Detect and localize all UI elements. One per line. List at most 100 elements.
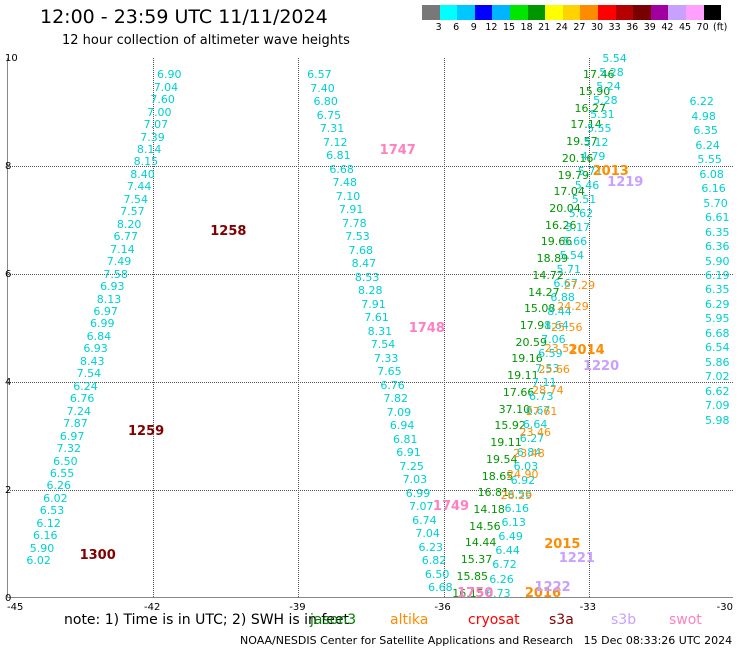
- wave-height-value: 19.11: [507, 369, 539, 383]
- wave-height-value: 6.53: [39, 504, 65, 518]
- wave-height-value: 7.03: [402, 473, 428, 487]
- wave-height-value: 6.26: [46, 479, 71, 493]
- wave-height-value: 7.48: [332, 176, 358, 190]
- wave-height-value: 17.91: [519, 319, 552, 333]
- pass-number-label: 1222: [534, 580, 571, 596]
- wave-height-value: 8.15: [133, 155, 159, 169]
- legend-label: 15: [502, 22, 516, 33]
- wave-height-value: 6.76: [380, 378, 405, 392]
- legend-swatch: [615, 5, 634, 20]
- wave-height-value: 16.81: [477, 486, 510, 500]
- wave-height-value: 8.47: [351, 257, 377, 271]
- wave-height-value: 5.46: [574, 178, 600, 192]
- legend-label: 3: [435, 22, 442, 33]
- wave-height-value: 6.44: [495, 544, 520, 558]
- wave-height-value: 7.91: [361, 297, 386, 311]
- wave-height-value: 6.93: [83, 342, 108, 356]
- wave-height-value: 7.10: [335, 189, 361, 203]
- wave-height-value: 6.13: [501, 516, 526, 530]
- wave-height-value: 23.51: [544, 341, 577, 355]
- wave-height-value: 5.24: [596, 80, 621, 94]
- wave-height-value: 7.57: [120, 205, 145, 219]
- wave-height-value: 6.64: [522, 417, 548, 431]
- wave-height-value: 6.12: [36, 516, 61, 530]
- wave-height-value: 7.58: [103, 267, 128, 281]
- wave-height-value: 18.65: [481, 469, 514, 483]
- wave-height-value: 6.93: [100, 280, 125, 294]
- wave-height-value: 27.29: [563, 278, 596, 292]
- wave-height-value: 8.20: [116, 217, 142, 231]
- wave-height-value: 5.62: [568, 206, 594, 220]
- footnote: note: 1) Time is in UTC; 2) SWH is in fe…: [64, 612, 350, 628]
- wave-height-value: 7.87: [63, 417, 88, 431]
- legend-swatch: [668, 5, 686, 20]
- wave-height-value: 6.35: [693, 124, 718, 138]
- wave-height-value: 5.98: [705, 413, 730, 427]
- legend-swatch: [527, 5, 546, 20]
- wave-height-value: 6.82: [421, 554, 447, 568]
- wave-height-value: 6.08: [699, 167, 724, 181]
- wave-height-value: 23.48: [513, 447, 545, 461]
- x-tick-label: -42: [144, 602, 161, 613]
- wave-height-value: 7.02: [705, 370, 730, 384]
- pass-number-label: 2015: [544, 537, 581, 552]
- wave-height-value: 5.17: [565, 220, 591, 234]
- wave-height-value: 6.50: [53, 454, 78, 468]
- wave-height-value: 6.22: [689, 95, 714, 109]
- wave-height-value: 8.53: [354, 270, 380, 284]
- grid-line-lon: [588, 58, 590, 597]
- grid-line-lat: [8, 382, 733, 383]
- pass-number-label: 2013: [592, 164, 629, 180]
- wave-height-value: 7.33: [373, 351, 399, 365]
- wave-height-value: 6.02: [26, 554, 51, 568]
- wave-height-value: 7.04: [153, 80, 179, 94]
- wave-height-value: 18.89: [536, 252, 569, 266]
- wave-height-value: 6.35: [705, 283, 730, 297]
- map-plot-area: [7, 58, 733, 598]
- wave-height-value: 6.16: [33, 529, 58, 543]
- wave-height-value: 6.68: [428, 581, 453, 595]
- wave-height-value: 7.31: [319, 122, 345, 136]
- wave-height-value: 7.11: [532, 375, 557, 389]
- wave-height-value: 6.54: [705, 341, 730, 355]
- wave-height-value: 20.16: [561, 151, 594, 165]
- wave-height-value: 8.31: [367, 324, 393, 338]
- wave-height-value: 7.04: [415, 527, 440, 541]
- wave-height-value: 14.72: [532, 268, 564, 282]
- wave-height-value: 4.98: [691, 109, 716, 123]
- wave-height-value: 5.71: [577, 164, 603, 178]
- wave-height-value: 7.40: [310, 81, 335, 95]
- wave-height-value: 6.73: [528, 389, 554, 403]
- wave-height-value: 6.24: [73, 379, 98, 393]
- wave-height-value: 7.07: [408, 500, 434, 514]
- wave-height-value: 5.31: [590, 108, 615, 122]
- wave-height-value: 6.03: [513, 459, 539, 473]
- wave-height-value: 7.06: [541, 333, 566, 347]
- wave-height-value: 8.44: [547, 305, 572, 319]
- wave-height-value: 5.28: [593, 94, 618, 108]
- legend-swatch: [509, 5, 528, 20]
- wave-height-value: 6.84: [86, 329, 112, 343]
- wave-height-value: 25.66: [538, 363, 570, 377]
- wave-height-value: 6.67: [553, 277, 578, 291]
- x-tick-label: -39: [289, 602, 306, 613]
- satellite-legend-s3a: s3a: [549, 612, 574, 628]
- wave-height-value: 6.94: [389, 419, 415, 433]
- wave-height-value: 7.00: [146, 105, 172, 119]
- wave-height-value: 6.26: [489, 572, 514, 586]
- wave-height-value: 6.19: [705, 268, 730, 282]
- wave-height-value: 7.53: [535, 361, 560, 375]
- wave-height-value: 6.24: [695, 138, 720, 152]
- wave-height-value: 6.50: [424, 567, 450, 581]
- wave-height-value: 16.27: [574, 101, 607, 115]
- y-tick-label: 0: [5, 593, 12, 604]
- credit-footer: NOAA/NESDIS Center for Satellite Applica…: [240, 634, 733, 647]
- legend-label: 36: [626, 22, 639, 33]
- grid-line-lon: [153, 58, 155, 597]
- wave-height-value: 6.97: [59, 429, 85, 443]
- legend-swatch: [474, 5, 493, 20]
- wave-height-value: 7.12: [323, 135, 348, 149]
- pass-number-label: 1220: [582, 358, 620, 374]
- wave-height-value: 19.57: [566, 135, 598, 149]
- pass-number-label: 1747: [379, 142, 416, 158]
